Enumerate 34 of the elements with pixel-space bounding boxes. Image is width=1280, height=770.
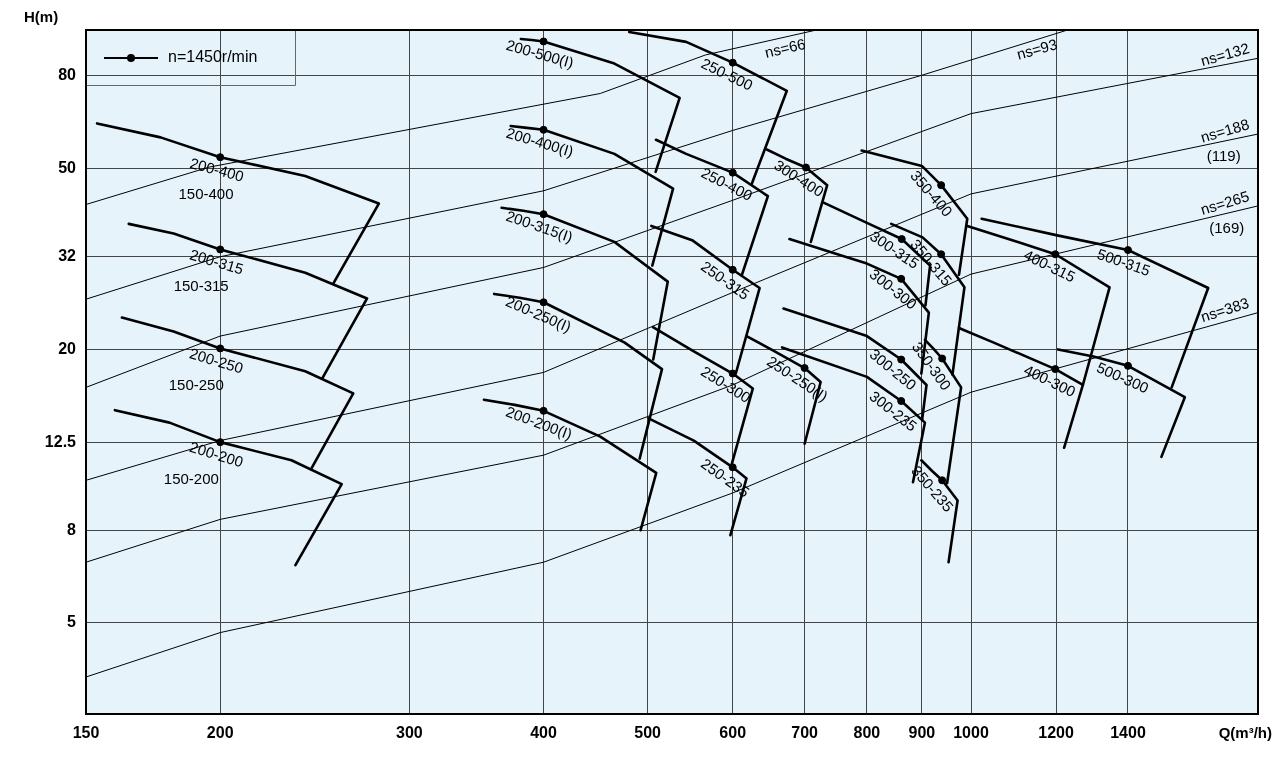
text: 200-400 (188, 154, 246, 185)
text: 200-315 (187, 245, 246, 278)
text: ns=265 (1198, 187, 1251, 218)
x-tick-label: 150 (72, 724, 100, 742)
text: 200-200 (187, 437, 246, 471)
annotation: (119) (1206, 147, 1241, 165)
y-tick-label: 50 (58, 159, 77, 177)
x-axis-title: Q(m³/h) (1218, 724, 1272, 742)
x-tick-label: 700 (791, 724, 819, 742)
x-tick-label: 900 (908, 724, 936, 742)
y-tick-label: 32 (58, 247, 77, 265)
y-tick-label: 80 (58, 66, 77, 84)
x-tick-label: 400 (530, 724, 558, 742)
x-tick-label: 800 (853, 724, 881, 742)
text: ns=93 (1014, 35, 1060, 63)
text: ns=66 (763, 34, 808, 61)
x-tick-label: 500 (634, 724, 662, 742)
x-tick-label: 1200 (1038, 724, 1074, 742)
annotation: (169) (1209, 219, 1245, 237)
y-tick-label: 12.5 (44, 432, 77, 450)
text: ns=132 (1198, 39, 1252, 70)
y-tick-label: 8 (67, 520, 77, 538)
text: ns=188 (1198, 115, 1252, 146)
x-tick-label: 1000 (953, 724, 989, 742)
x-tick-label: 200 (206, 724, 234, 742)
y-axis-title: H(m) (24, 8, 59, 26)
x-tick-label: 600 (719, 724, 747, 742)
text: ns=383 (1198, 294, 1251, 325)
annotation: 150-200 (163, 469, 219, 487)
x-tick-label: 1400 (1110, 724, 1146, 742)
y-tick-label: 20 (58, 339, 77, 357)
x-tick-label: 300 (396, 724, 423, 742)
text: 200-250 (187, 344, 246, 377)
y-tick-label: 5 (67, 613, 77, 631)
